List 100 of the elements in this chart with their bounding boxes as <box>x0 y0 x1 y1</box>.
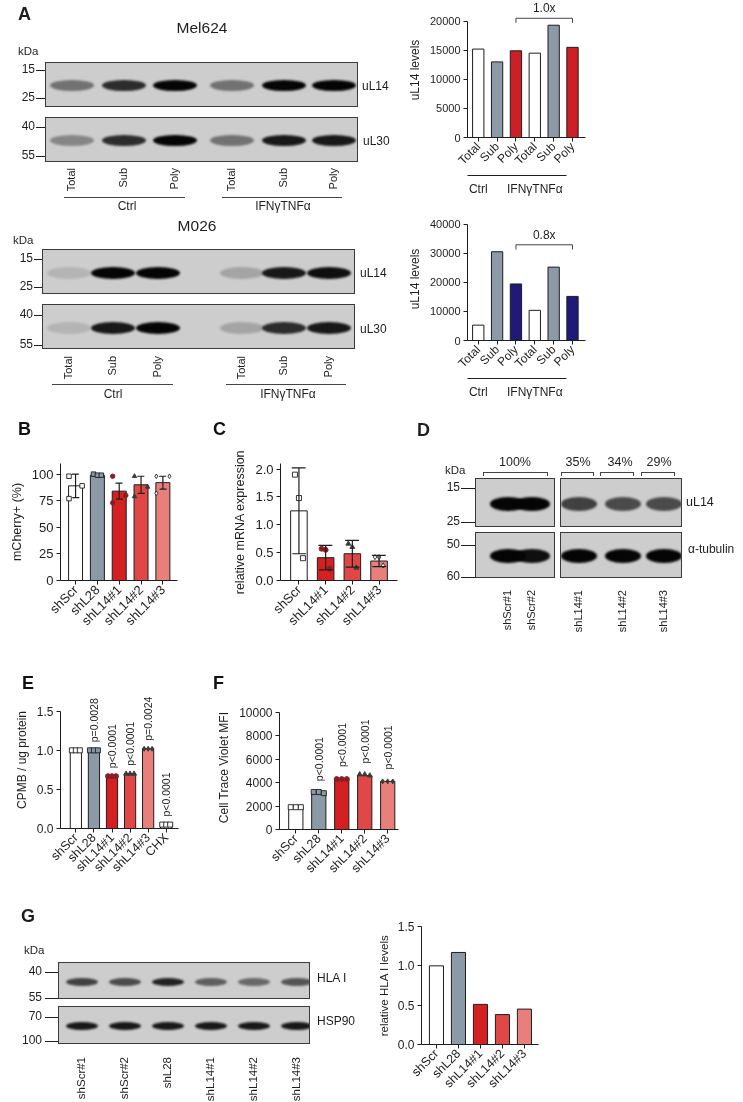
annotation: p<0.0001 <box>106 723 118 769</box>
annotation: p<0.0001 <box>358 719 371 764</box>
text: kDa <box>18 44 39 58</box>
text: 55 <box>28 990 42 1005</box>
text: 100% <box>499 455 531 470</box>
annotation: p<0.0001 <box>381 725 394 770</box>
text: 40 <box>19 307 33 322</box>
y-tick-label: 0.5 <box>397 998 415 1013</box>
text: HLA I <box>317 971 347 986</box>
text: 60 <box>446 569 460 584</box>
annotation: p<0.0001 <box>124 721 137 766</box>
text: Mel624 <box>176 19 228 37</box>
y-tick-label: 100 <box>31 466 54 482</box>
y-tick-label: 1.0 <box>255 517 274 533</box>
y-tick-label: 0 <box>454 334 461 347</box>
y-tick-label: 2.0 <box>255 461 274 477</box>
text: kDa <box>13 233 34 247</box>
text: IFNγTNFα <box>260 387 316 402</box>
text: A <box>18 4 31 25</box>
text: D <box>417 420 430 441</box>
text: IFNγTNFα <box>255 199 311 214</box>
annotation: p<0.0001 <box>312 736 325 782</box>
y-tick-label: 4000 <box>245 776 273 791</box>
y-tick-label: 0 <box>46 573 54 588</box>
text: 34% <box>607 455 633 470</box>
y-axis-title: uL14 levels <box>407 39 422 101</box>
y-tick-label: 10000 <box>429 305 461 318</box>
y-tick-label: 50 <box>39 519 54 535</box>
text: 15 <box>446 480 460 495</box>
category-label: Sub <box>116 168 130 188</box>
y-axis-title: relative mRNA expression <box>233 450 248 595</box>
category-label: shScr#1 <box>74 1057 88 1100</box>
y-tick-label: 0.0 <box>255 573 274 588</box>
annotation: p<0.0001 <box>335 722 348 768</box>
text: 15 <box>19 251 33 266</box>
y-tick-label: 0.0 <box>397 1038 415 1052</box>
category-label: Sub <box>276 168 290 188</box>
y-tick-label: 30000 <box>429 247 461 260</box>
text: Ctrl <box>468 181 488 196</box>
chart-title: F <box>213 673 224 694</box>
y-tick-label: 8000 <box>245 729 273 744</box>
y-tick-label: 0 <box>265 823 273 837</box>
text: kDa <box>445 463 466 477</box>
text: uL14 <box>362 79 389 94</box>
y-tick-label: 1.5 <box>36 704 54 719</box>
y-axis-title: relative HLA I levels <box>377 935 390 1037</box>
text: 100 <box>21 1033 42 1048</box>
text: 40 <box>28 964 42 979</box>
y-tick-label: 5000 <box>436 102 461 115</box>
chart-title: C <box>213 419 226 440</box>
text: uL14 <box>360 266 387 281</box>
text: 15 <box>21 62 35 77</box>
text: IFNγTNFα <box>507 181 563 196</box>
y-tick-label: 2000 <box>245 799 273 814</box>
text: uL30 <box>360 322 387 337</box>
text: uL30 <box>363 134 390 149</box>
text: IFNγTNFα <box>507 384 563 399</box>
y-tick-label: 25 <box>39 546 54 562</box>
chart-title: E <box>22 673 35 694</box>
text: 1.0x <box>532 1 556 16</box>
text: α-tubulin <box>688 542 735 557</box>
text: 40 <box>21 119 35 134</box>
text: Ctrl <box>468 384 488 399</box>
text: kDa <box>24 943 45 957</box>
text: G <box>21 906 36 927</box>
text: Ctrl <box>103 387 123 402</box>
category-label: Poly <box>326 168 340 190</box>
annotation: p<0.0001 <box>160 772 173 817</box>
y-tick-label: 1.5 <box>255 489 274 505</box>
y-tick-label: 0.0 <box>36 822 54 836</box>
y-tick-label: 20000 <box>429 15 461 28</box>
y-axis-title: Cell Trace Violet MFI <box>217 712 232 824</box>
chart-title: B <box>18 419 31 440</box>
y-axis-title: uL14 levels <box>407 248 422 310</box>
y-tick-label: 15000 <box>429 44 461 57</box>
annotation: 0.8x <box>532 227 556 242</box>
annotation: p=0.0024 <box>142 696 155 741</box>
text: 25 <box>19 279 33 294</box>
text: uL14 <box>686 495 714 510</box>
text: HSP90 <box>317 1014 356 1029</box>
y-tick-label: 75 <box>39 493 54 509</box>
text: Ctrl <box>117 199 137 214</box>
text: 35% <box>565 455 591 470</box>
y-tick-label: 20000 <box>429 276 461 289</box>
y-tick-label: 1.0 <box>36 743 54 758</box>
y-tick-label: 1.0 <box>397 959 415 974</box>
category-label: shScr#2 <box>117 1057 131 1100</box>
y-tick-label: 0 <box>454 131 461 144</box>
category-label: Poly <box>167 168 181 190</box>
text: 29% <box>646 455 672 470</box>
y-tick-label: 10000 <box>239 705 273 720</box>
annotation: p=0.0028 <box>87 698 100 743</box>
category-label: shScr#1 <box>500 590 514 631</box>
y-tick-label: 40000 <box>429 218 461 231</box>
y-tick-label: 10000 <box>429 73 461 86</box>
y-axis-title: mCherry+ (%) <box>9 482 24 562</box>
category-label: shScr#2 <box>524 590 538 631</box>
y-axis-title: CPMB / ug protein <box>14 710 29 810</box>
text: M026 <box>177 217 217 235</box>
text: 55 <box>19 337 33 352</box>
